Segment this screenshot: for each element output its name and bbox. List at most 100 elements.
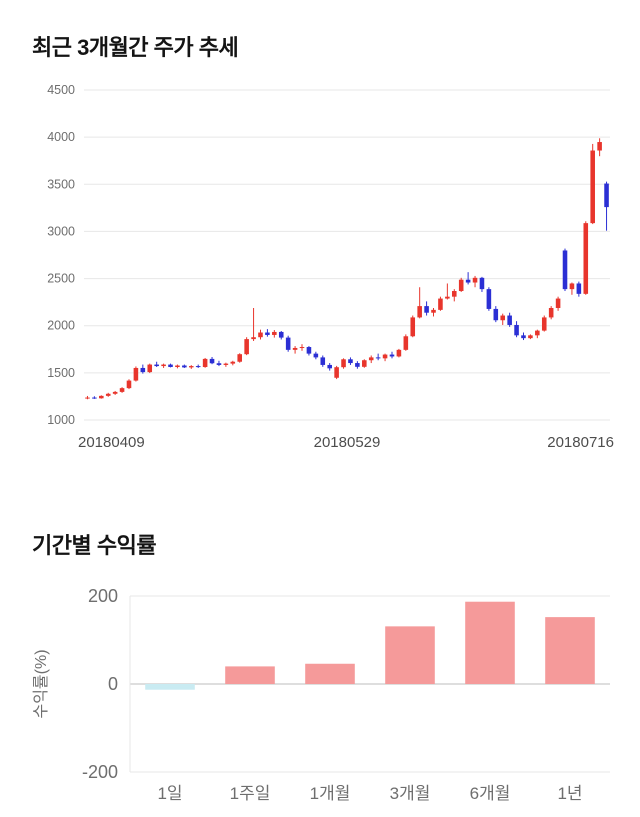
y-axis-label: 수익률(%) <box>32 649 50 718</box>
candle-body <box>306 347 312 354</box>
candle-body <box>119 388 125 392</box>
candlestick-svg: 1000 1500 2000 2500 3000 3500 4000 4500 20180409… <box>47 83 614 450</box>
candle-body <box>514 324 519 336</box>
x-category-label: 1일 <box>157 784 182 803</box>
candle-body <box>237 354 243 362</box>
candle-body <box>126 380 132 389</box>
y-tick-label: 1000 <box>47 413 75 427</box>
candle-body <box>251 337 256 340</box>
candle-body <box>258 332 263 338</box>
candle-body <box>500 315 506 321</box>
candle-body <box>590 150 595 224</box>
candle-body <box>327 364 332 369</box>
candle-body <box>368 357 374 361</box>
candle-body <box>334 367 339 378</box>
x-category-label: 1개월 <box>310 784 351 803</box>
x-category-label: 1년 <box>557 784 582 803</box>
candle-body <box>341 359 346 368</box>
candle-body <box>175 365 180 368</box>
candle-body <box>493 308 499 321</box>
y-tick-label: 4500 <box>47 83 75 97</box>
candle-body <box>320 357 326 365</box>
candle-body <box>541 317 547 331</box>
candle-body <box>272 331 277 335</box>
candle-body <box>458 279 464 292</box>
candle-body <box>355 363 360 367</box>
candle-body <box>604 183 609 208</box>
y-tick-label: -200 <box>82 762 118 782</box>
returns-bar-chart: 200 0 -200 1일 1주일 1개월 3개월 6개월 1년 수익률(%) <box>32 582 622 817</box>
candle-body <box>451 291 457 297</box>
candle-body <box>348 359 353 364</box>
return-bar <box>465 601 515 684</box>
candle-body <box>278 331 284 338</box>
candle-body <box>445 296 450 299</box>
candle-body <box>112 391 118 394</box>
return-bar <box>145 684 195 690</box>
candle-body <box>438 298 443 310</box>
return-bar <box>385 626 435 684</box>
candle-body <box>403 336 409 350</box>
candle-body <box>230 361 236 364</box>
candle-body <box>85 397 90 399</box>
candle-body <box>133 367 139 381</box>
candle-body <box>479 277 485 290</box>
candle-body <box>507 315 512 325</box>
candle-body <box>555 298 561 308</box>
x-category-label: 3개월 <box>390 784 431 803</box>
candle-body <box>528 335 533 339</box>
candle-body <box>285 337 291 350</box>
x-tick-label: 20180716 <box>547 434 614 450</box>
y-tick-label: 0 <box>108 674 118 694</box>
candle-body <box>486 289 492 309</box>
candle-body <box>562 250 568 290</box>
candle-body <box>299 347 305 349</box>
candle-body <box>396 349 402 357</box>
candle-body <box>99 395 104 399</box>
candle-body <box>223 363 229 365</box>
price-chart-title: 최근 3개월간 주가 추세 <box>32 35 239 60</box>
candle-body <box>244 339 249 355</box>
price-candlestick-chart: 1000 1500 2000 2500 3000 3500 4000 4500 20180409… <box>32 78 622 450</box>
y-tick-label: 2000 <box>47 319 75 333</box>
return-bar <box>305 663 355 684</box>
x-category-label: 6개월 <box>470 784 511 803</box>
candle-body <box>292 347 298 350</box>
candle-body <box>389 354 395 357</box>
candle-body <box>465 279 471 283</box>
candle-body <box>105 393 111 396</box>
x-tick-label: 20180529 <box>314 434 381 450</box>
candle-body <box>202 358 208 368</box>
candle-body <box>188 366 194 368</box>
returns-chart-title: 기간별 수익률 <box>32 533 157 558</box>
y-tick-label: 3500 <box>47 177 75 191</box>
candle-body <box>548 307 554 318</box>
y-tick-label: 4000 <box>47 130 75 144</box>
candle-body <box>362 360 367 367</box>
candle-body <box>535 330 540 336</box>
x-category-label: 1주일 <box>230 784 271 803</box>
candle-body <box>92 397 97 399</box>
candle-body <box>209 358 215 364</box>
candle-body <box>168 364 173 368</box>
candle-body <box>147 364 153 373</box>
y-tick-label: 1500 <box>47 366 75 380</box>
candle-body <box>382 354 388 359</box>
candle-body <box>424 306 429 313</box>
candle-body <box>216 363 222 365</box>
x-tick-label: 20180409 <box>78 434 145 450</box>
candle-body <box>375 357 381 359</box>
candle-body <box>313 353 319 358</box>
candle-body <box>265 332 270 335</box>
candle-body <box>161 364 166 367</box>
return-bar <box>545 617 595 684</box>
candle-body <box>410 317 416 337</box>
candle-body <box>140 367 146 373</box>
candle-body <box>576 283 582 294</box>
y-tick-label: 200 <box>88 586 118 606</box>
candle-body <box>195 366 201 368</box>
candle-body <box>583 223 589 294</box>
candle-body <box>569 283 575 290</box>
candle-body <box>417 306 422 318</box>
